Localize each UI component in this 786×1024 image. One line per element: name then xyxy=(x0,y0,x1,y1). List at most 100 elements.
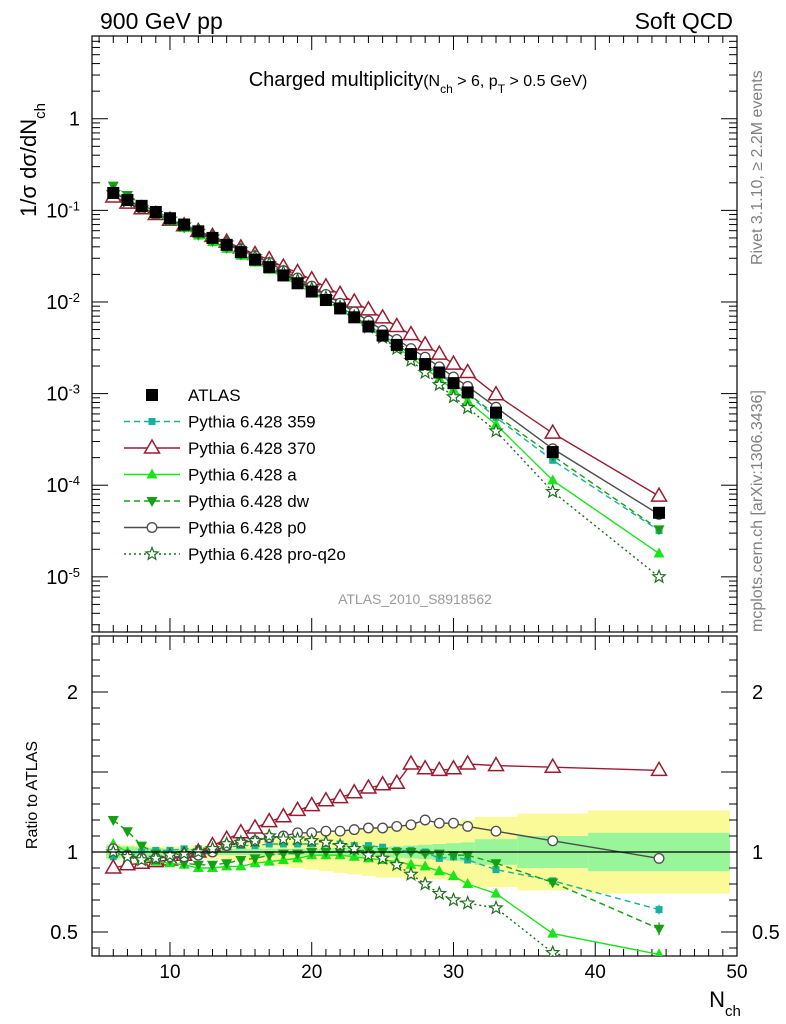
data-point-pq2o xyxy=(544,483,561,499)
data-point-atlas xyxy=(546,446,559,459)
data-point-pq2o xyxy=(417,364,433,380)
y-tick-label: 0.5 xyxy=(752,922,780,944)
data-point-atlas xyxy=(319,294,332,307)
data-point-pq2o xyxy=(459,399,476,415)
x-tick-label: 20 xyxy=(301,962,322,983)
y-tick-label: 10-4 xyxy=(46,473,80,498)
ratio-point-p370 xyxy=(402,754,420,770)
legend-label-atlas: ATLAS xyxy=(188,386,241,405)
ratio-point-p370 xyxy=(359,778,378,794)
ratio-point-pq2o xyxy=(544,944,561,956)
legend-label-pp0: Pythia 6.428 p0 xyxy=(188,519,306,538)
ratio-point-pdw xyxy=(405,848,417,858)
legend-marker-p370 xyxy=(143,438,161,454)
ratio-point-pq2o xyxy=(431,885,448,901)
ratio-point-pdw xyxy=(547,878,559,889)
ratio-point-pq2o xyxy=(488,899,504,915)
ratio-point-p370 xyxy=(543,757,562,773)
series-atlas xyxy=(107,186,666,519)
ratio-point-p359 xyxy=(379,843,387,851)
ratio-point-pp0 xyxy=(334,825,346,837)
data-point-p370 xyxy=(458,362,477,379)
analysis-label: ATLAS_2010_S8918562 xyxy=(338,591,492,607)
ratio-point-p359 xyxy=(109,853,117,861)
data-point-atlas xyxy=(461,386,474,399)
ratio-point-pp0 xyxy=(433,817,445,829)
data-point-atlas xyxy=(334,302,347,315)
ratio-point-pdw xyxy=(653,924,665,935)
y-tick-label: 10-5 xyxy=(46,564,80,589)
legend-label-p359: Pythia 6.428 359 xyxy=(188,413,316,432)
x-tick-label: 40 xyxy=(585,962,606,983)
data-point-atlas xyxy=(234,246,247,259)
ratio-point-pp0 xyxy=(377,822,389,834)
data-point-atlas xyxy=(390,338,403,351)
ratio-point-pa xyxy=(490,887,502,898)
ratio-point-pp0 xyxy=(362,822,374,834)
data-point-atlas xyxy=(263,261,276,274)
y-tick-label: 10-1 xyxy=(46,198,80,223)
ratio-point-p370 xyxy=(302,796,321,812)
ratio-point-p359 xyxy=(364,842,372,850)
ratio-point-p359 xyxy=(655,906,663,914)
ratio-point-pq2o xyxy=(374,850,391,866)
ratio-point-p359 xyxy=(492,866,500,874)
ratio-point-pp0 xyxy=(490,825,502,837)
data-point-atlas xyxy=(192,225,205,238)
y-tick-label: 10-3 xyxy=(46,381,80,406)
data-point-atlas xyxy=(433,366,446,379)
data-point-pa xyxy=(547,474,559,485)
ratio-point-pp0 xyxy=(419,814,431,826)
header-category-label: Soft QCD xyxy=(635,8,733,34)
ratio-point-pq2o xyxy=(190,843,207,859)
ratio-point-p370 xyxy=(260,812,278,828)
ratio-point-pq2o xyxy=(417,875,433,891)
data-point-atlas xyxy=(121,193,134,206)
data-point-p370 xyxy=(359,300,378,316)
data-point-pq2o xyxy=(488,422,504,438)
ratio-point-p370 xyxy=(430,760,449,777)
legend-item-atlas: ATLAS xyxy=(146,386,241,405)
ratio-point-pp0 xyxy=(547,835,559,847)
x-axis-label: Nch xyxy=(709,987,741,1020)
legend-marker-pq2o xyxy=(144,545,160,561)
data-point-pq2o xyxy=(445,388,462,404)
legend-item-pq2o: Pythia 6.428 pro-q2o xyxy=(124,545,346,564)
y-tick-label: 1 xyxy=(752,842,763,864)
ratio-point-pdw xyxy=(221,859,233,870)
header-energy-label: 900 GeV pp xyxy=(100,8,223,34)
main-plot-frame xyxy=(91,35,738,633)
ratio-point-pdw xyxy=(192,860,204,871)
ratio-point-p370 xyxy=(458,754,477,770)
ratio-point-p370 xyxy=(444,759,463,775)
data-point-atlas xyxy=(362,320,375,333)
data-point-pq2o xyxy=(651,568,667,584)
legend-item-pp0: Pythia 6.428 p0 xyxy=(124,519,306,538)
ratio-point-pdw xyxy=(206,860,218,871)
ratio-point-pdw xyxy=(136,841,148,852)
ratio-point-p370 xyxy=(288,800,307,817)
ratio-point-pq2o xyxy=(389,856,405,872)
data-point-atlas xyxy=(135,199,148,212)
x-tick-label: 50 xyxy=(726,962,747,983)
ratio-point-pdw xyxy=(263,851,275,862)
x-tick-label: 10 xyxy=(159,962,180,983)
ratio-point-p370 xyxy=(373,775,392,791)
ratio-point-pq2o xyxy=(303,832,320,848)
ratio-point-p370 xyxy=(118,855,137,871)
data-point-atlas xyxy=(419,358,432,371)
ratio-point-pa xyxy=(405,858,417,869)
mcplots-label: mcplots.cern.ch [arXiv:1306.3436] xyxy=(749,390,766,632)
ratio-point-pp0 xyxy=(348,824,360,836)
ratio-point-pq2o xyxy=(119,848,136,864)
ratio-point-pq2o xyxy=(360,847,377,862)
data-point-atlas xyxy=(653,506,666,519)
main-series-layer xyxy=(104,181,668,584)
data-point-p370 xyxy=(416,335,434,351)
ratio-point-p370 xyxy=(345,783,364,799)
ratio-point-p370 xyxy=(416,759,434,775)
ratio-point-p370 xyxy=(104,858,123,874)
legend-marker-pdw xyxy=(146,497,158,507)
legend-item-pdw: Pythia 6.428 dw xyxy=(124,492,310,511)
ratio-point-pq2o xyxy=(148,850,164,866)
